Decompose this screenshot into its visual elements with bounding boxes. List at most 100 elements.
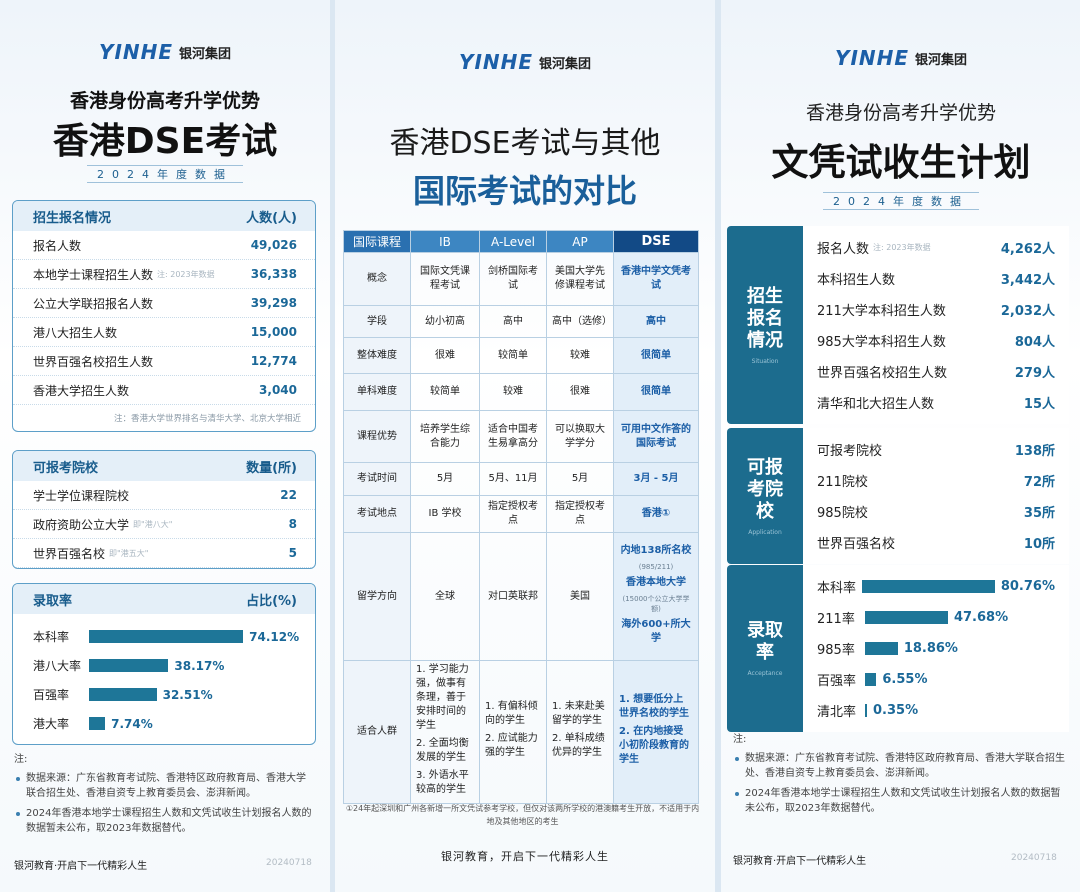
- row-value: 138所: [1014, 444, 1055, 459]
- rate-value: 80.76%: [1000, 579, 1055, 594]
- row-note: 注: 2023年数据: [157, 269, 215, 279]
- rate-row: 985率 18.86%: [803, 633, 1069, 664]
- rate-value: 0.35%: [873, 703, 919, 718]
- row-label: 本科招生人数: [817, 273, 896, 288]
- table-cell: 较难: [546, 337, 614, 374]
- row-value: 22: [280, 488, 297, 502]
- row-value: 804人: [1014, 335, 1055, 350]
- table-cell: 较简单: [410, 373, 480, 411]
- row-label: 211大学本科招生人数: [817, 304, 946, 319]
- logo: YINHE 银河集团: [99, 40, 231, 64]
- row-label: 公立大学联招报名人数: [33, 296, 154, 311]
- box-header: 录取率 占比(%): [13, 584, 315, 614]
- rate-bar: [865, 611, 948, 624]
- table-cell: 1. 未来赴美留学的学生 2. 单科成绩优异的学生: [546, 660, 614, 804]
- row-label: 课程优势: [343, 410, 411, 463]
- table-row: 整体难度 很难 较简单 较难 很简单: [343, 337, 699, 374]
- side-row: 本科招生人数 3,442人: [803, 263, 1069, 294]
- note-item: 2024年香港本地学士课程招生人数和文凭试收生计划报名人数的数据暂未公布，取20…: [733, 786, 1068, 816]
- table-cell: 适合中国考生易拿高分: [479, 410, 547, 463]
- notes-heading: 注:: [14, 754, 28, 765]
- notes-heading: 注:: [733, 734, 747, 745]
- side-row: 211院校 72所: [803, 465, 1069, 496]
- cell-line: 海外600+所大学: [621, 618, 691, 644]
- table-cell: 较简单: [479, 337, 547, 374]
- rate-label: 211率: [817, 612, 855, 627]
- rate-value: 47.68%: [953, 610, 1009, 625]
- table-cell: 很难: [410, 337, 480, 374]
- side-rows: 本科率 80.76% 211率 47.68% 985率 18.86% 百强率 6.55% 清北率…: [803, 565, 1069, 732]
- footnote: ①24年起深圳和广州各新增一所文凭试参考学校，但仅对该两所学校的港澳籍考生开放，…: [345, 804, 700, 826]
- side-rows: 报名人数 注: 2023年数据 4,262人 本科招生人数 3,442人 211大学本科招…: [803, 226, 1069, 424]
- rate-row: 清北率 0.35%: [803, 695, 1069, 726]
- title: 香港DSE考试: [52, 121, 278, 162]
- side-title: 录取率: [747, 620, 783, 663]
- header-cell: AP: [546, 230, 614, 253]
- table-row: 学段 幼小初高 高中 高中（选修） 高中: [343, 305, 699, 338]
- spacer: [13, 614, 315, 622]
- rate-bar: [89, 688, 157, 701]
- row-note: 即"港八大": [133, 519, 173, 529]
- side-row: 世界百强名校 10所: [803, 527, 1069, 558]
- row-label: 单科难度: [343, 373, 411, 411]
- box-row: 世界百强名校招生人数 12,774: [13, 347, 315, 376]
- row-label: 报名人数: [817, 242, 870, 257]
- side-row: 985院校 35所: [803, 496, 1069, 527]
- row-label: 报名人数: [33, 238, 82, 253]
- info-box: 可报考院校 数量(所) 学士学位课程院校 22 政府资助公立大学 即"港八大" 8 世界百强名…: [12, 450, 316, 569]
- row-label: 世界百强名校: [817, 537, 896, 552]
- side-section: 录取率 Acceptance 本科率 80.76% 211率 47.68% 985率 18.8…: [727, 565, 1069, 732]
- table-cell: 3月 - 5月: [613, 462, 699, 496]
- table-cell: 美国: [546, 532, 614, 661]
- side-section: 可报考院校 Application 可报考院校 138所 211院校 72所 985院校 35…: [727, 428, 1069, 564]
- rate-label: 港大率: [33, 717, 70, 731]
- table-row: 考试地点 IB 学校 指定授权考点 指定授权考点 香港①: [343, 495, 699, 533]
- note-item: 数据来源：广东省教育考试院、香港特区政府教育局、香港大学联合招生处、香港自资专上…: [14, 771, 314, 801]
- row-label: 世界百强名校: [33, 546, 106, 561]
- notes: 注: 数据来源：广东省教育考试院、香港特区政府教育局、香港大学联合招生处、香港自资…: [14, 752, 314, 841]
- subtitle: 香港身份高考升学优势: [69, 90, 261, 112]
- row-value: 35所: [1023, 506, 1055, 521]
- rate-row: 本科率 80.76%: [803, 571, 1069, 602]
- rate-label: 港八大率: [33, 659, 82, 673]
- left-panel: YINHE 银河集团 香港身份高考升学优势 香港DSE考试 2024年度数据 招生报名情况…: [0, 0, 330, 892]
- rate-row: 百强率 6.55%: [803, 664, 1069, 695]
- rate-row: 百强率 32.51%: [13, 680, 315, 709]
- table-cell: 可以换取大学学分: [546, 410, 614, 463]
- header-cell: 国际课程: [343, 230, 411, 253]
- footer-slogan: 银河教育·开启下一代精彩人生: [733, 856, 867, 867]
- table-cell: 全球: [410, 532, 480, 661]
- footer-slogan: 银河教育·开启下一代精彩人生: [14, 861, 148, 872]
- table-cell: 培养学生综合能力: [410, 410, 480, 463]
- middle-panel: YINHE 银河集团 香港DSE考试与其他 国际考试的对比 国际课程 IB A-Level A…: [335, 0, 715, 892]
- box-header: 招生报名情况 人数(人): [13, 201, 315, 231]
- box-row: 公立大学联招报名人数 39,298: [13, 289, 315, 318]
- rate-label: 本科率: [817, 581, 857, 596]
- spacer: [13, 738, 315, 744]
- box-unit: 人数(人): [246, 210, 297, 226]
- row-value: 5: [288, 546, 297, 560]
- table-cell: 高中: [479, 305, 547, 338]
- logo-name: 银河集团: [915, 52, 968, 68]
- comparison-table: 国际课程 IB A-Level AP DSE 概念 国际文凭课程考试 剑桥国际考试 美国大学先修…: [343, 230, 699, 804]
- table-row: 留学方向 全球 对口英联邦 美国 内地138所名校 (985/211) 香港本地大学 (150…: [343, 532, 699, 661]
- row-label: 留学方向: [343, 532, 411, 661]
- side-label: 招生报名情况 Situation: [727, 226, 803, 424]
- row-value: 279人: [1014, 366, 1055, 381]
- row-label: 考试时间: [343, 462, 411, 496]
- cell-line: 内地138所名校: [620, 544, 692, 556]
- info-box: 招生报名情况 人数(人) 报名人数 49,026 本地学士课程招生人数 注: 2023年数…: [12, 200, 316, 432]
- table-row: 适合人群 1. 学习能力强，做事有条理，善于安排时间的学生 2. 全面均衡发展的学生…: [343, 660, 699, 804]
- table-cell: 很难: [546, 373, 614, 411]
- cell-line: (985/211): [638, 562, 674, 571]
- rate-row: 港八大率 38.17%: [13, 651, 315, 680]
- box-footnote: 注：香港大学世界排名与清华大学、北京大学相近: [113, 414, 301, 424]
- side-label: 可报考院校 Application: [727, 428, 803, 564]
- title: 文凭试收生计划: [771, 141, 1031, 184]
- row-value: 4,262人: [1000, 242, 1055, 257]
- table-cell: 指定授权考点: [546, 495, 614, 533]
- table-cell: 较难: [479, 373, 547, 411]
- box-row: 香港大学招生人数 3,040: [13, 376, 315, 405]
- table-row: 单科难度 较简单 较难 很难 很简单: [343, 373, 699, 411]
- cell-line: 1. 学习能力强，做事有条理，善于安排时间的学生: [416, 664, 469, 731]
